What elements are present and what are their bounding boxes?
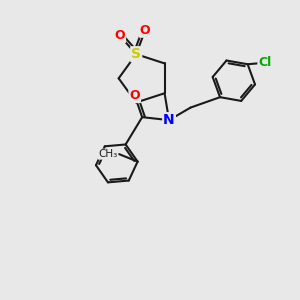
Text: O: O xyxy=(140,24,151,37)
Text: O: O xyxy=(114,29,125,42)
Text: S: S xyxy=(131,47,141,61)
Text: CH₃: CH₃ xyxy=(98,149,118,159)
Text: Cl: Cl xyxy=(258,56,272,69)
Text: N: N xyxy=(163,113,175,127)
Text: O: O xyxy=(129,89,140,102)
